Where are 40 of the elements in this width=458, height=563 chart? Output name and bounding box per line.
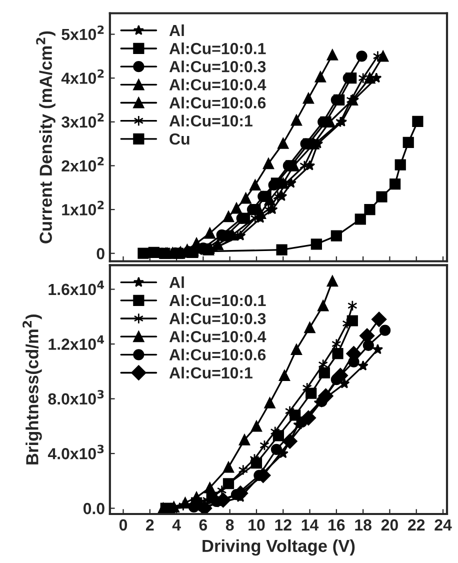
y-tick-label: 4x10$^{2}$ [61, 69, 104, 84]
y-axis-title: Current Density (mA/cm$^{2}$) [36, 31, 56, 244]
legend-label: Al:Cu=10:1 [169, 366, 252, 379]
y-tick-label: 5x10$^{2}$ [62, 26, 104, 40]
y-tick-label: 1.6x10$^{4}$ [48, 280, 104, 296]
legend-label: Al:Cu=10:0.3 [169, 60, 266, 72]
x-tick-label: 4 [172, 519, 181, 530]
x-tick-label: 24 [434, 519, 452, 530]
y-tick-label: 0 [96, 248, 104, 260]
x-tick-label: 10 [248, 519, 265, 531]
y-tick-label: 1x10$^{2}$ [62, 200, 104, 216]
x-tick-label: 2 [146, 519, 154, 530]
x-tick-label: 22 [408, 519, 425, 530]
legend-label: Al:Cu=10:0.6 [169, 348, 266, 360]
legend-label: Al:Cu=10:0.4 [169, 78, 266, 90]
legend-label: Al:Cu=10:0.6 [169, 96, 266, 108]
y-tick-label: 8.0x10$^{3}$ [48, 390, 104, 405]
y-tick-label: 0.0 [83, 502, 104, 514]
legend-label: Al [169, 24, 184, 36]
x-tick-label: 0 [119, 519, 128, 531]
y-axis-title: Brightness(cd/m$^{2}$) [22, 314, 42, 464]
y-tick-label: 4.0x10$^{3}$ [48, 444, 104, 460]
legend-label: Al [169, 276, 184, 288]
legend-label: Al:Cu=10:0.4 [169, 330, 266, 342]
x-tick-label: 14 [302, 519, 319, 530]
x-tick-label: 20 [381, 519, 398, 531]
legend-label: Al:Cu=10:0.1 [169, 294, 266, 306]
x-tick-label: 6 [199, 519, 208, 531]
y-tick-label: 1.2x10$^{4}$ [48, 335, 104, 350]
x-tick-label: 8 [226, 519, 234, 531]
legend-label: Al:Cu=10:1 [169, 114, 252, 127]
legend-label: Al:Cu=10:0.3 [169, 312, 266, 324]
x-tick-label: 12 [275, 519, 292, 530]
y-tick-label: 2x10$^{2}$ [62, 156, 104, 172]
x-axis-title: Driving Voltage (V) [202, 539, 355, 556]
legend-label: Al:Cu=10:0.1 [169, 42, 266, 54]
x-tick-label: 18 [355, 519, 372, 531]
y-tick-label: 3x10$^{2}$ [62, 113, 104, 128]
legend-label: Cu [170, 133, 190, 145]
x-tick-label: 16 [328, 519, 345, 531]
